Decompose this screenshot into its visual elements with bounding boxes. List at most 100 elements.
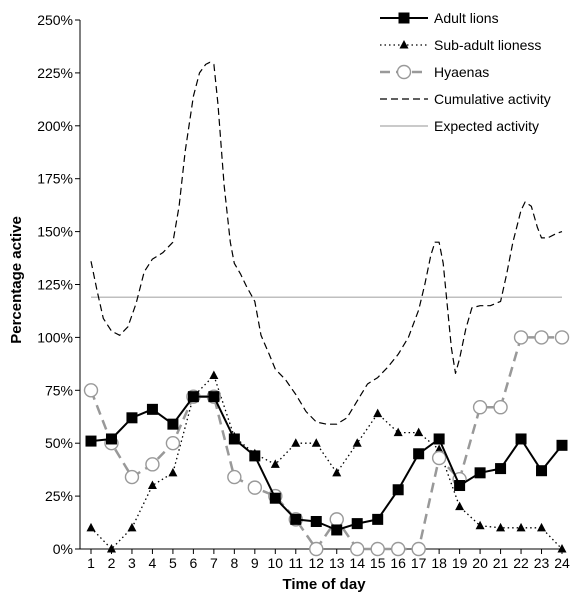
x-tick-label: 21 [493,555,509,571]
legend: Adult lions Sub-adult lioness Hyaenas Cumul… [380,10,551,134]
data-point-hyaenas [554,330,570,345]
legend-label: Hyaenas [434,64,489,80]
data-point-sub-adult-lioness [393,427,403,437]
data-point-hyaenas [227,469,242,485]
data-point-adult-lions [146,403,158,415]
x-tick-label: 16 [390,555,406,571]
data-point-adult-lions [187,391,199,403]
ticks: 0% 25% 50% 75% 100% 125% 150% 175% 200% 225% 250% 1… [37,12,570,571]
legend-marker [396,64,412,80]
data-point-adult-lions [126,412,138,424]
data-point-sub-adult-lioness [332,467,342,477]
data-point-sub-adult-lioness [168,467,178,477]
data-point-sub-adult-lioness [455,501,465,511]
series-adult-lions [85,391,568,536]
data-point-hyaenas [145,457,160,472]
data-point-sub-adult-lioness [537,522,547,532]
data-point-adult-lions [331,524,343,536]
x-tick-label: 18 [431,555,447,571]
x-tick-label: 19 [452,555,468,571]
x-tick-label: 22 [513,555,529,571]
data-point-sub-adult-lioness [557,544,567,553]
data-point-hyaenas [390,541,406,557]
legend-label: Adult lions [434,10,499,26]
x-tick-label: 6 [189,555,197,571]
data-point-hyaenas [247,480,263,495]
data-point-adult-lions [269,492,281,504]
data-point-hyaenas [513,330,529,345]
y-tick-label: 250% [37,12,73,28]
data-point-hyaenas [431,450,447,466]
data-point-sub-adult-lioness [291,438,301,447]
x-tick-label: 14 [349,555,365,571]
data-point-adult-lions [290,513,302,525]
data-point-sub-adult-lioness [516,522,526,532]
data-point-adult-lions [310,515,322,527]
data-point-adult-lions [167,418,179,430]
y-tick-label: 50% [45,435,73,451]
data-point-adult-lions [515,433,527,445]
data-point-hyaenas [411,541,426,557]
data-point-sub-adult-lioness [414,427,424,437]
x-tick-label: 5 [169,555,177,571]
x-tick-label: 23 [534,555,550,571]
data-point-hyaenas [83,383,99,398]
data-point-adult-lions [105,433,117,445]
legend-item-adult-lions: Adult lions [380,10,499,26]
x-tick-label: 13 [329,555,345,571]
data-point-adult-lions [536,465,548,477]
y-axis-title: Percentage active [8,216,25,344]
x-tick-label: 20 [472,555,488,571]
data-point-hyaenas [472,400,488,415]
data-point-sub-adult-lioness [127,522,137,532]
x-tick-label: 3 [128,555,136,571]
y-tick-label: 75% [45,382,73,398]
x-tick-label: 7 [210,555,218,571]
y-tick-label: 125% [37,277,73,293]
x-tick-label: 11 [289,555,304,571]
data-point-adult-lions [392,484,404,496]
data-point-adult-lions [85,435,97,447]
data-point-sub-adult-lioness [373,408,383,418]
series-cumulative-activity [90,61,563,425]
data-point-sub-adult-lioness [270,459,280,468]
data-point-adult-lions [413,448,425,460]
y-tick-label: 225% [37,65,73,81]
data-point-adult-lions [351,518,363,530]
legend-label: Expected activity [434,118,539,134]
legend-marker [399,40,409,49]
data-point-hyaenas [534,330,549,345]
y-tick-label: 200% [37,118,73,134]
y-tick-label: 0% [53,541,73,557]
data-point-adult-lions [556,439,568,451]
data-point-hyaenas [124,469,140,485]
data-point-hyaenas [329,512,344,527]
data-point-hyaenas [350,541,365,557]
y-tick-label: 100% [37,329,73,345]
data-point-hyaenas [309,541,324,557]
data-point-sub-adult-lioness [496,522,506,532]
data-point-adult-lions [208,391,220,403]
series-layer [83,61,570,557]
series-line-hyaenas [89,336,562,551]
data-point-adult-lions [454,480,466,492]
x-tick-label: 12 [308,555,324,571]
data-point-adult-lions [372,513,384,525]
series-line-cumulative-activity [90,61,563,425]
data-point-sub-adult-lioness [86,522,96,532]
data-point-adult-lions [249,450,261,462]
data-point-sub-adult-lioness [106,544,116,553]
y-tick-label: 150% [37,224,73,240]
legend-item-hyaenas: Hyaenas [380,64,489,80]
legend-item-expected-activity: Expected activity [380,118,539,134]
data-point-sub-adult-lioness [352,438,362,447]
data-point-adult-lions [433,433,445,445]
y-tick-label: 175% [37,171,73,187]
legend-marker [398,12,410,24]
data-point-sub-adult-lioness [147,480,157,490]
series-line-adult-lions [90,395,563,531]
series-hyaenas [83,330,570,557]
data-point-adult-lions [495,463,507,475]
data-point-hyaenas [165,436,181,451]
